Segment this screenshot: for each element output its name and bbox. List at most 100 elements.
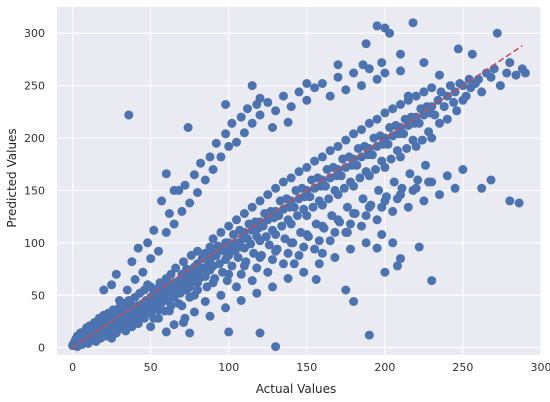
scatter-point: [286, 102, 296, 112]
scatter-point: [449, 97, 459, 107]
scatter-point: [236, 269, 246, 279]
scatter-point: [271, 230, 281, 239]
scatter-point: [325, 91, 335, 101]
y-tick-label: 200: [24, 132, 45, 145]
scatter-point: [427, 276, 437, 286]
scatter-point: [205, 152, 215, 162]
scatter-point: [314, 259, 324, 269]
y-tick-label: 300: [24, 27, 45, 40]
scatter-point: [268, 123, 277, 132]
scatter-point: [122, 285, 132, 295]
scatter-point: [283, 274, 293, 283]
scatter-point: [358, 194, 368, 204]
scatter-point: [278, 91, 288, 101]
scatter-point: [111, 269, 121, 279]
scatter-point: [196, 158, 206, 168]
scatter-point: [450, 183, 460, 193]
scatter-point: [274, 211, 284, 221]
scatter-point: [325, 146, 335, 156]
scatter-point: [414, 118, 424, 128]
scatter-point: [357, 221, 366, 231]
scatter-point: [233, 253, 243, 262]
scatter-point: [511, 70, 521, 80]
scatter-point: [268, 282, 277, 292]
scatter-point: [177, 206, 187, 216]
scatter-point: [349, 297, 359, 306]
y-tick-label: 150: [24, 184, 45, 197]
scatter-point: [224, 141, 234, 151]
scatter-point: [342, 202, 352, 212]
scatter-point: [232, 215, 241, 225]
scatter-point: [305, 192, 315, 202]
scatter-point: [333, 190, 343, 200]
scatter-point: [364, 171, 374, 181]
scatter-point: [317, 152, 327, 162]
scatter-point: [411, 91, 421, 101]
scatter-point: [154, 313, 163, 323]
scatter-point: [461, 91, 471, 101]
scatter-point: [502, 68, 512, 78]
scatter-point: [413, 175, 423, 185]
scatter-point: [402, 144, 412, 153]
scatter-point: [311, 275, 321, 284]
scatter-point: [127, 257, 137, 267]
scatter-point: [396, 66, 405, 76]
scatter-point: [99, 285, 109, 295]
scatter-point: [349, 68, 359, 78]
scatter-point: [299, 267, 309, 277]
scatter-point: [211, 138, 221, 148]
scatter-point: [246, 239, 256, 249]
scatter-point: [124, 110, 134, 120]
scatter-point: [372, 215, 382, 225]
scatter-point: [185, 328, 195, 338]
scatter-point: [458, 165, 468, 174]
scatter-point: [161, 169, 171, 179]
scatter-point: [227, 118, 237, 128]
scatter-point: [408, 18, 418, 28]
scatter-point: [474, 74, 483, 84]
scatter-point: [169, 320, 179, 330]
scatter-point: [372, 21, 382, 31]
scatter-point: [247, 202, 257, 212]
scatter-point: [243, 104, 252, 114]
scatter-point: [239, 209, 249, 218]
scatter-point: [380, 196, 390, 206]
scatter-point: [341, 85, 351, 95]
scatter-point: [208, 165, 218, 174]
scatter-point: [138, 267, 148, 277]
x-tick-label: 150: [296, 361, 317, 374]
scatter-point: [258, 221, 268, 231]
x-tick-labels: 0 50 100 150 200 250 300: [69, 361, 550, 374]
scatter-point: [367, 150, 377, 160]
scatter-point: [388, 206, 398, 216]
scatter-point: [200, 297, 210, 306]
scatter-point: [383, 139, 393, 149]
scatter-point: [164, 209, 174, 218]
scatter-point: [419, 196, 429, 206]
scatter-point: [302, 162, 312, 172]
scatter-point: [216, 152, 226, 162]
scatter-point: [419, 87, 429, 97]
scatter-point: [216, 227, 226, 237]
scatter-point: [427, 83, 437, 93]
scatter-point: [185, 198, 195, 208]
scatter-point: [286, 219, 296, 229]
scatter-point: [317, 221, 327, 231]
scatter-point: [346, 219, 355, 229]
scatter-point: [385, 28, 395, 38]
scatter-point: [377, 58, 387, 68]
scatter-point: [333, 60, 343, 70]
scatter-point: [430, 110, 440, 120]
scatter-point: [486, 72, 496, 82]
scatter-point: [302, 95, 312, 105]
scatter-point: [355, 173, 365, 183]
scatter-point: [268, 255, 277, 265]
scatter-point: [239, 261, 249, 271]
scatter-point: [283, 248, 293, 258]
scatter-point: [271, 342, 281, 352]
scatter-point: [161, 327, 171, 337]
scatter-point: [435, 70, 444, 80]
scatter-point: [255, 253, 265, 262]
scatter-point: [388, 238, 398, 248]
scatter-point: [252, 288, 262, 298]
